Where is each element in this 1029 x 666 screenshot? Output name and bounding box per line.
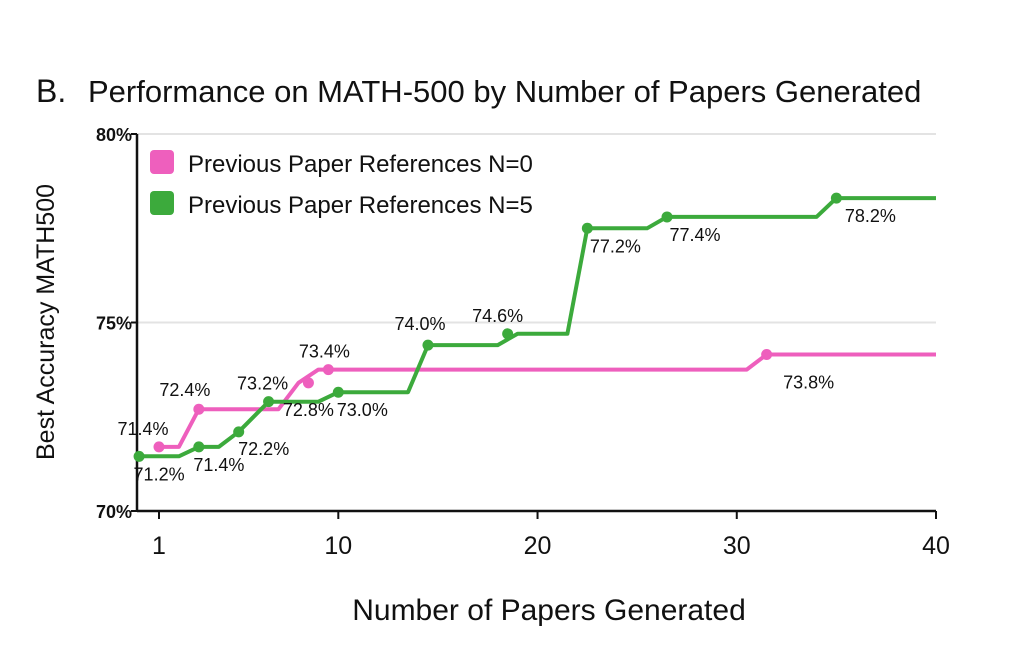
data-point [193,441,205,453]
data-point [193,403,205,415]
data-point [302,377,314,389]
axes: 70% 75% 80% 1 10 20 30 40 [96,125,950,560]
data-label: 74.0% [394,314,445,334]
data-label: 73.0% [337,400,388,420]
data-label: 77.2% [590,236,641,256]
panel-label: B. [36,73,66,109]
legend-label: Previous Paper References N=5 [188,192,533,219]
x-tick-label: 30 [723,532,751,560]
data-point [322,364,334,376]
data-point [133,450,145,462]
data-label: 71.4% [117,419,168,439]
legend: Previous Paper References N=0 Previous Pa… [150,150,533,219]
data-label: 71.2% [134,464,185,484]
data-point [263,396,275,408]
data-point [153,441,165,453]
data-point [761,349,773,361]
y-tick-label: 75% [96,314,132,334]
data-point [332,386,344,398]
data-label: 72.4% [159,380,210,400]
series-lines [139,196,936,459]
data-label: 74.6% [472,306,523,326]
y-tick-label: 70% [96,502,132,522]
x-axis-label: Number of Papers Generated [352,594,746,627]
y-tick-label: 80% [96,125,132,145]
series-line-n5 [139,196,936,459]
data-label: 73.8% [783,373,834,393]
data-points [133,192,842,462]
data-label: 72.2% [238,439,289,459]
data-labels: 71.4%72.4%72.8%73.4%73.8%71.2% 71.4%72.2%… [117,206,895,484]
data-label: 77.4% [670,225,721,245]
data-label: 73.2% [237,374,288,394]
legend-swatch [150,191,174,215]
legend-swatch [150,150,174,174]
x-tick-label: 20 [524,532,552,560]
x-tick-label: 10 [324,532,352,560]
data-point [422,339,434,351]
data-point [581,222,593,234]
data-label: 73.4% [299,342,350,362]
x-tick-label: 40 [922,532,950,560]
series-line-n0 [159,352,936,449]
grid [137,133,936,324]
x-tick-label: 1 [152,532,166,560]
data-point [830,192,842,204]
y-axis-label: Best Accuracy MATH500 [32,184,60,460]
legend-label: Previous Paper References N=0 [188,151,533,178]
data-label: 78.2% [845,206,896,226]
data-point [233,426,245,438]
data-point [502,328,514,340]
data-point [661,211,673,223]
chart-title: Performance on MATH-500 by Number of Pap… [88,74,921,109]
data-label: 72.8% [283,400,334,420]
data-label: 71.4% [193,455,244,475]
